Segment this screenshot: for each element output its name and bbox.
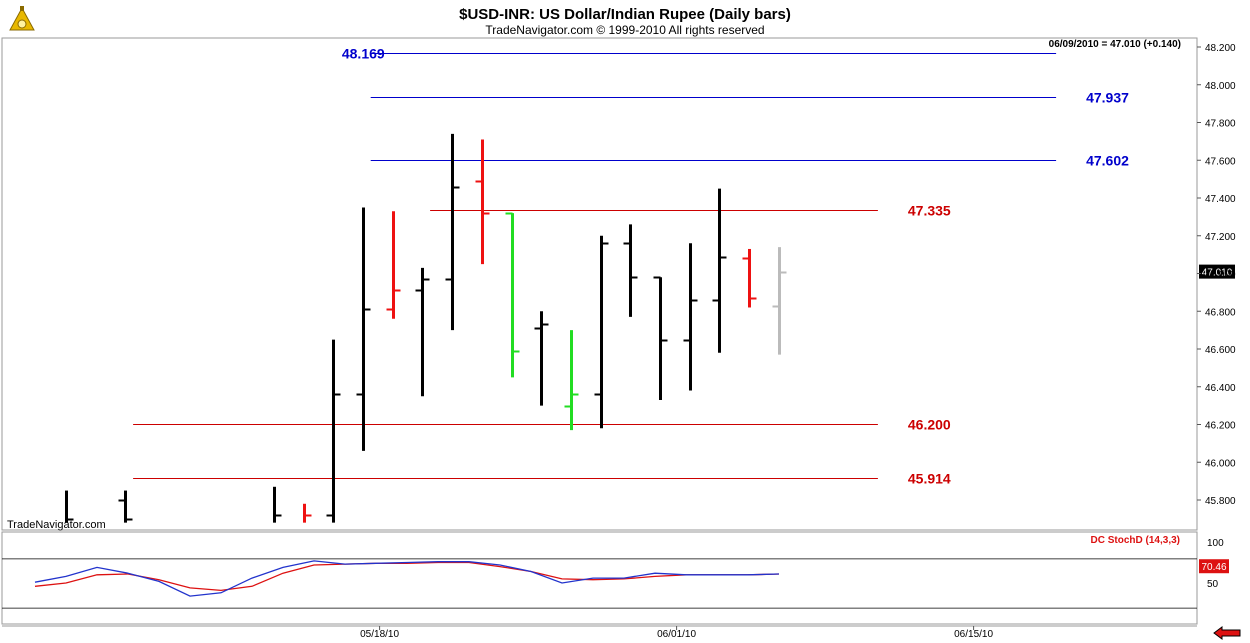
price-bar bbox=[303, 503, 312, 523]
price-bar bbox=[653, 276, 668, 400]
price-bar bbox=[475, 139, 490, 265]
level-label-47.335: 47.335 bbox=[908, 203, 951, 219]
level-label-47.602: 47.602 bbox=[1086, 153, 1129, 169]
trade-navigator-logo bbox=[9, 6, 35, 31]
chart-title: $USD-INR: US Dollar/Indian Rupee (Daily … bbox=[459, 6, 791, 23]
price-axis-label: 47.800 bbox=[1205, 119, 1236, 130]
price-bar bbox=[326, 339, 341, 523]
price-axis-labels: 48.200 48.000 47.800 47.600 47.400 47.200 47.0… bbox=[1197, 43, 1236, 507]
price-bar bbox=[445, 133, 460, 331]
level-lines-layer: 48.169 47.937 47.602 47.335 46.200 45.914 bbox=[133, 46, 1129, 487]
price-bar bbox=[564, 330, 579, 431]
price-axis-label: 47.400 bbox=[1205, 194, 1236, 205]
price-bar bbox=[118, 490, 133, 523]
stoch-series-%K bbox=[34, 560, 780, 597]
price-axis-label: 46.200 bbox=[1205, 421, 1236, 432]
price-axis-label: 47.000 bbox=[1205, 270, 1236, 281]
copyright-text: TradeNavigator.com © 1999-2010 All right… bbox=[485, 23, 764, 37]
price-bar bbox=[742, 248, 757, 308]
stoch-title: DC StochD (14,3,3) bbox=[1091, 535, 1180, 546]
price-bar bbox=[356, 207, 371, 451]
price-bar bbox=[712, 188, 727, 353]
level-label-45.914: 45.914 bbox=[908, 471, 951, 487]
price-axis-label: 48.200 bbox=[1205, 43, 1236, 54]
stoch-value-box bbox=[1199, 559, 1229, 574]
time-axis-label: 06/01/10 bbox=[657, 629, 696, 640]
price-bar bbox=[415, 267, 430, 397]
price-bar bbox=[594, 235, 609, 429]
price-bar bbox=[683, 243, 698, 391]
price-axis-label: 46.400 bbox=[1205, 383, 1236, 394]
watermark-text: TradeNavigator.com bbox=[7, 519, 106, 531]
price-axis-label: 46.000 bbox=[1205, 458, 1236, 469]
price-bars-layer: 47.010 bbox=[65, 133, 1235, 523]
stoch-series-%D bbox=[34, 561, 780, 592]
price-bar bbox=[273, 486, 282, 523]
last-price-box bbox=[1199, 264, 1235, 279]
scroll-left-arrow-icon[interactable] bbox=[1212, 626, 1242, 640]
price-bar bbox=[505, 212, 520, 378]
stoch-value-label: 70.46 bbox=[1201, 562, 1226, 573]
price-bar bbox=[623, 224, 638, 317]
stoch-axis-label: 100 bbox=[1207, 538, 1224, 549]
time-axis-label: 05/18/10 bbox=[360, 629, 399, 640]
price-bar bbox=[386, 211, 401, 319]
price-axis-label: 45.800 bbox=[1205, 496, 1236, 507]
price-bar bbox=[65, 490, 74, 523]
price-axis-label: 47.600 bbox=[1205, 156, 1236, 167]
stochastic-layer: DC StochD (14,3,3) 100 50 70.46 bbox=[2, 535, 1229, 609]
stoch-axis-label: 50 bbox=[1207, 579, 1219, 590]
price-bar bbox=[772, 247, 787, 355]
time-axis-label: 06/15/10 bbox=[954, 629, 993, 640]
level-label-48.169: 48.169 bbox=[342, 46, 385, 62]
price-axis-label: 46.600 bbox=[1205, 345, 1236, 356]
level-label-47.937: 47.937 bbox=[1086, 90, 1129, 106]
last-price-label: 47.010 bbox=[1202, 268, 1233, 279]
price-axis-label: 48.000 bbox=[1205, 81, 1236, 92]
price-axis-label: 47.200 bbox=[1205, 232, 1236, 243]
price-panel-frame bbox=[1, 37, 1198, 531]
time-axis-labels: 05/18/10 06/01/10 06/15/10 bbox=[360, 626, 993, 640]
last-bar-info: 06/09/2010 = 47.010 (+0.140) bbox=[1049, 39, 1181, 50]
price-bar bbox=[534, 311, 549, 406]
price-axis-label: 46.800 bbox=[1205, 307, 1236, 318]
level-label-46.200: 46.200 bbox=[908, 417, 951, 433]
